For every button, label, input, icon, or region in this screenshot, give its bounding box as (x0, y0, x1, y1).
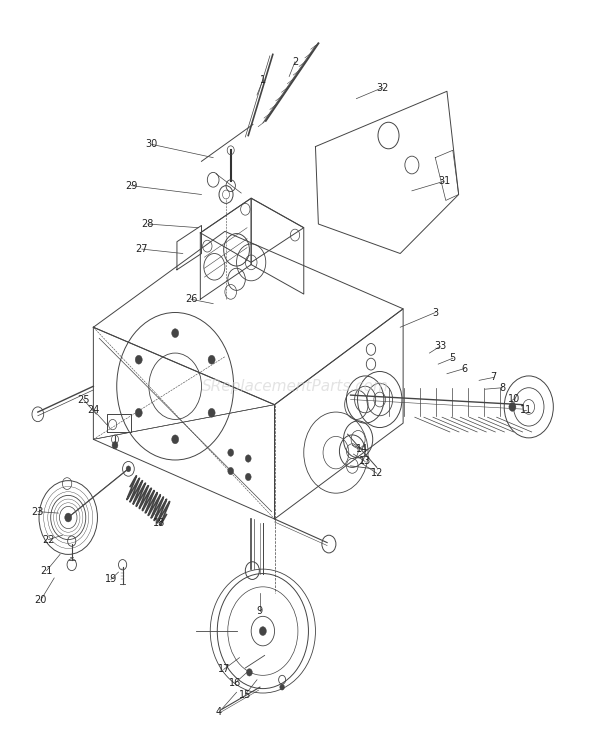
Text: 13: 13 (359, 456, 371, 467)
Circle shape (228, 449, 234, 456)
Text: 17: 17 (218, 664, 230, 675)
Circle shape (172, 328, 179, 337)
Circle shape (228, 467, 234, 475)
Text: 18: 18 (153, 518, 166, 528)
Circle shape (172, 435, 179, 444)
Circle shape (280, 684, 284, 690)
Text: 15: 15 (239, 690, 251, 699)
Text: 24: 24 (87, 405, 100, 415)
Text: 33: 33 (434, 342, 446, 351)
Circle shape (509, 403, 516, 412)
Circle shape (65, 513, 72, 522)
Text: 22: 22 (42, 535, 55, 545)
Text: 25: 25 (77, 395, 90, 404)
Circle shape (245, 455, 251, 462)
Text: 9: 9 (257, 606, 263, 616)
Text: 1: 1 (260, 75, 266, 85)
Text: 2: 2 (292, 56, 298, 67)
Circle shape (135, 409, 142, 418)
Circle shape (126, 466, 131, 472)
Circle shape (208, 409, 215, 418)
Text: 6: 6 (461, 363, 467, 374)
Text: 31: 31 (438, 176, 450, 186)
Circle shape (208, 355, 215, 364)
Text: 32: 32 (376, 82, 389, 93)
Text: 19: 19 (105, 574, 117, 585)
Text: 27: 27 (136, 244, 148, 254)
Text: 20: 20 (35, 595, 47, 605)
Text: 21: 21 (41, 565, 53, 576)
Circle shape (247, 669, 253, 676)
Text: 5: 5 (450, 353, 456, 363)
Text: 16: 16 (230, 678, 241, 688)
Circle shape (135, 355, 142, 364)
Circle shape (112, 441, 118, 449)
Circle shape (245, 473, 251, 481)
Text: 11: 11 (520, 405, 532, 415)
Text: 28: 28 (142, 219, 154, 229)
Text: 29: 29 (125, 181, 137, 191)
Text: SReplacementParts.com: SReplacementParts.com (202, 379, 388, 394)
Text: 23: 23 (32, 507, 44, 516)
Text: 12: 12 (371, 468, 383, 478)
Text: 7: 7 (491, 372, 497, 383)
Text: 8: 8 (499, 383, 506, 393)
Text: 14: 14 (356, 444, 368, 454)
Text: 30: 30 (146, 140, 158, 149)
Text: 10: 10 (508, 394, 520, 403)
Text: 26: 26 (185, 294, 197, 304)
Text: 4: 4 (216, 707, 222, 717)
Text: 3: 3 (432, 308, 438, 317)
Circle shape (260, 626, 266, 635)
